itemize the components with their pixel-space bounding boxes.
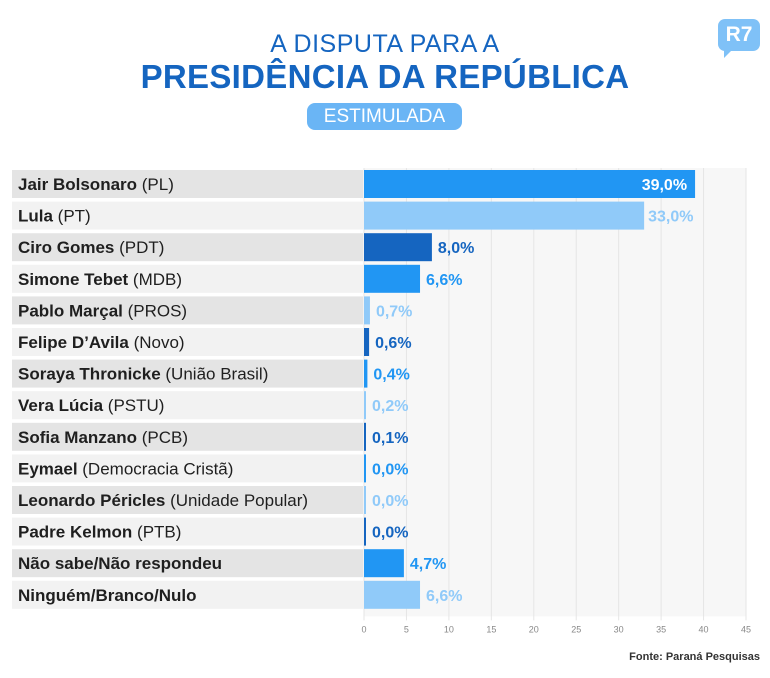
party-name: (Unidade Popular): [165, 491, 308, 510]
x-tick-label: 35: [656, 624, 666, 634]
party-name: (PROS): [123, 301, 187, 320]
x-tick-label: 10: [444, 624, 454, 634]
row-label-background: [12, 580, 363, 609]
party-name: (União Brasil): [161, 365, 269, 384]
category-label: Padre Kelmon (PTB): [18, 523, 181, 542]
value-label: 0,0%: [372, 493, 408, 510]
party-name: (PCB): [137, 428, 188, 447]
category-label: Simone Tebet (MDB): [18, 270, 182, 289]
category-label: Leonardo Péricles (Unidade Popular): [18, 491, 308, 510]
value-label: 8,0%: [438, 240, 474, 257]
candidate-name: Ciro Gomes: [18, 238, 114, 257]
row-label-background: [12, 517, 363, 546]
row-label-background: [12, 201, 363, 230]
candidate-name: Não sabe/Não respondeu: [18, 554, 222, 573]
row-label-background: [12, 486, 363, 514]
party-name: (PSTU): [103, 396, 164, 415]
chart-subtitle-badge: ESTIMULADA: [307, 103, 462, 130]
bar: [364, 170, 696, 198]
bar: [364, 264, 421, 293]
bar: [364, 549, 404, 578]
bar: [364, 233, 432, 262]
candidate-name: Jair Bolsonaro: [18, 175, 137, 194]
value-label: 33,0%: [648, 209, 693, 226]
bar: [364, 359, 368, 388]
value-label: 4,7%: [410, 556, 446, 573]
category-label: Ciro Gomes (PDT): [18, 238, 164, 257]
party-name: (MDB): [128, 270, 182, 289]
party-name: (PT): [53, 207, 91, 226]
value-label: 0,4%: [373, 367, 409, 384]
category-label: Jair Bolsonaro (PL): [18, 175, 174, 194]
party-name: (Democracia Cristã): [78, 459, 234, 478]
candidate-name: Soraya Thronicke: [18, 365, 161, 384]
row-label-background: [12, 359, 363, 388]
value-label: 0,0%: [372, 461, 408, 478]
bar-chart: Jair Bolsonaro (PL) 39,0% Lula (PT) 33,0% Ci…: [12, 168, 751, 634]
row-label-background: [12, 549, 363, 578]
category-label: Ninguém/Branco/Nulo: [18, 586, 197, 605]
candidate-name: Felipe D’Avila: [18, 333, 129, 352]
candidate-name: Vera Lúcia: [18, 396, 104, 415]
candidate-name: Simone Tebet: [18, 270, 129, 289]
bar: [364, 328, 370, 356]
party-name: (PDT): [114, 238, 164, 257]
category-label: Felipe D’Avila (Novo): [18, 333, 185, 352]
x-tick-label: 45: [741, 624, 751, 634]
bar: [364, 454, 366, 483]
candidate-name: Pablo Marçal: [18, 301, 123, 320]
row-label-background: [12, 296, 363, 325]
x-tick-label: 0: [361, 624, 366, 634]
candidate-name: Ninguém/Branco/Nulo: [18, 586, 197, 605]
candidate-name: Sofia Manzano: [18, 428, 137, 447]
chart-title-line1: A DISPUTA PARA A: [270, 30, 500, 58]
x-tick-label: 5: [404, 624, 409, 634]
value-label: 0,0%: [372, 525, 408, 542]
x-tick-label: 40: [699, 624, 709, 634]
bar: [364, 391, 366, 420]
category-label: Sofia Manzano (PCB): [18, 428, 188, 447]
bar: [364, 296, 370, 325]
row-label-background: [12, 170, 363, 198]
party-name: (PTB): [132, 523, 181, 542]
candidate-name: Padre Kelmon: [18, 523, 132, 542]
category-label: Lula (PT): [18, 207, 91, 226]
r7-logo: R7: [718, 19, 760, 58]
party-name: (Novo): [129, 333, 185, 352]
row-label-background: [12, 454, 363, 483]
bar: [364, 201, 645, 230]
row-label-background: [12, 264, 363, 293]
row-label-background: [12, 422, 363, 451]
category-label: Eymael (Democracia Cristã): [18, 459, 233, 478]
bar: [364, 486, 366, 514]
value-label: 6,6%: [426, 588, 462, 605]
value-label: 6,6%: [426, 272, 462, 289]
value-label: 0,2%: [372, 398, 408, 415]
candidate-name: Leonardo Péricles: [18, 491, 165, 510]
bar: [364, 580, 421, 609]
x-tick-label: 30: [614, 624, 624, 634]
category-label: Soraya Thronicke (União Brasil): [18, 365, 268, 384]
category-label: Pablo Marçal (PROS): [18, 301, 187, 320]
row-label-background: [12, 391, 363, 420]
category-label: Não sabe/Não respondeu: [18, 554, 222, 573]
row-label-background: [12, 233, 363, 262]
value-label: 0,7%: [376, 303, 412, 320]
bar: [364, 422, 366, 451]
x-tick-label: 20: [529, 624, 539, 634]
candidate-name: Lula: [18, 207, 53, 226]
value-label: 0,6%: [375, 335, 411, 352]
x-tick-label: 15: [486, 624, 496, 634]
category-label: Vera Lúcia (PSTU): [18, 396, 164, 415]
candidate-name: Eymael: [18, 459, 78, 478]
source-note: Fonte: Paraná Pesquisas: [629, 651, 760, 663]
bar: [364, 517, 366, 546]
row-label-background: [12, 328, 363, 356]
chart-title-line2: PRESIDÊNCIA DA REPÚBLICA: [140, 58, 630, 95]
value-label: 39,0%: [642, 177, 687, 194]
value-label: 0,1%: [372, 430, 408, 447]
party-name: (PL): [137, 175, 174, 194]
x-tick-label: 25: [571, 624, 581, 634]
